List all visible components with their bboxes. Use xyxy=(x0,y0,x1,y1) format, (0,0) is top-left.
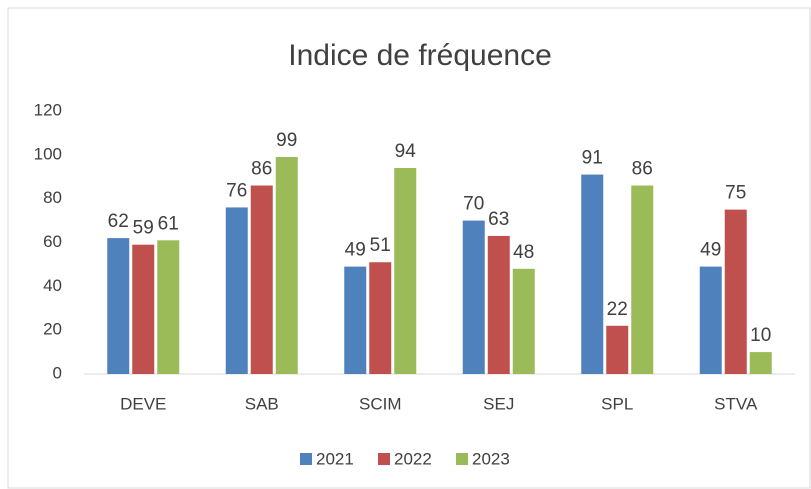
value-label: 70 xyxy=(463,194,484,215)
bar xyxy=(344,266,367,374)
x-tick-label: SCIM xyxy=(359,394,402,413)
x-tick-label: STVA xyxy=(714,394,758,413)
bar xyxy=(487,235,510,374)
bar xyxy=(631,185,654,374)
value-label: 62 xyxy=(108,211,129,232)
value-label: 86 xyxy=(251,159,272,180)
x-tick-label: SEJ xyxy=(483,394,514,413)
y-tick-label: 120 xyxy=(34,100,62,119)
legend-swatch xyxy=(300,453,312,465)
y-tick-label: 0 xyxy=(53,363,62,382)
x-tick-label: DEVE xyxy=(120,394,166,413)
bar xyxy=(699,266,722,374)
bar xyxy=(132,244,155,374)
y-tick-label: 40 xyxy=(43,276,62,295)
value-label: 63 xyxy=(488,209,509,230)
value-label: 86 xyxy=(632,159,653,180)
bar xyxy=(749,352,772,374)
y-tick-label: 80 xyxy=(43,188,62,207)
legend-label: 2022 xyxy=(394,449,432,468)
bar xyxy=(724,209,747,374)
y-tick-label: 60 xyxy=(43,232,62,251)
legend-label: 2023 xyxy=(472,449,510,468)
bar xyxy=(394,167,417,374)
x-tick-label: SPL xyxy=(601,394,633,413)
value-label: 94 xyxy=(395,141,417,162)
legend-swatch xyxy=(456,453,468,465)
value-label: 22 xyxy=(607,299,628,320)
bar xyxy=(512,268,535,374)
bar xyxy=(606,325,629,374)
legend-swatch xyxy=(378,453,390,465)
value-label: 51 xyxy=(370,235,391,256)
bar xyxy=(369,262,392,374)
value-label: 75 xyxy=(725,183,746,204)
value-label: 61 xyxy=(158,213,179,234)
bar xyxy=(250,185,273,374)
value-label: 99 xyxy=(276,130,297,151)
bar xyxy=(225,207,248,374)
bar xyxy=(275,157,298,374)
value-label: 48 xyxy=(513,242,534,263)
y-tick-label: 20 xyxy=(43,320,62,339)
value-label: 10 xyxy=(750,325,771,346)
chart-title: Indice de fréquence xyxy=(288,39,552,72)
bar xyxy=(462,220,485,374)
value-label: 76 xyxy=(226,180,247,201)
bar xyxy=(107,238,130,374)
value-label: 91 xyxy=(582,148,603,169)
legend-label: 2021 xyxy=(316,449,354,468)
value-label: 49 xyxy=(700,240,721,261)
bar xyxy=(581,174,604,374)
bar xyxy=(157,240,180,374)
y-tick-label: 100 xyxy=(34,144,62,163)
x-tick-label: SAB xyxy=(245,394,279,413)
value-label: 59 xyxy=(133,218,154,239)
value-label: 49 xyxy=(345,240,366,261)
